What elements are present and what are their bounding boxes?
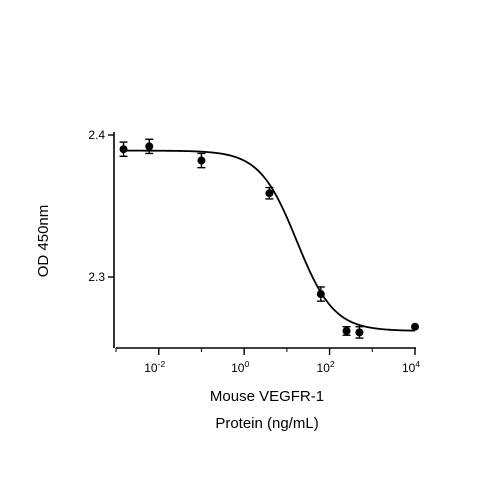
data-point-group [342, 326, 351, 336]
x-tick-label: 102 [317, 359, 335, 375]
data-point [411, 322, 419, 331]
data-point-group [316, 286, 325, 302]
data-point-group [355, 326, 364, 339]
x-tick-label: 10-2 [144, 359, 165, 375]
data-point [316, 290, 325, 299]
data-point [265, 189, 274, 198]
data-point-group [197, 152, 206, 169]
x-tick-label: 104 [402, 359, 420, 375]
y-axis-title: OD 450nm [35, 205, 52, 278]
data-point [342, 326, 351, 335]
x-axis-title-line2: Protein (ng/mL) [215, 415, 318, 432]
data-point-group [265, 186, 274, 200]
axes [113, 132, 416, 349]
y-tick-label: 2.4 [88, 128, 105, 142]
data-point-group [119, 141, 128, 158]
tick-layer: 2.3 2.4 10-2 100 102 104 [88, 128, 420, 375]
data-points-layer [119, 138, 419, 339]
y-tick-label: 2.3 [88, 270, 105, 284]
data-point-group [145, 138, 154, 155]
data-point [145, 142, 154, 151]
fit-curve [123, 149, 416, 332]
data-point [355, 328, 364, 337]
data-point [119, 145, 128, 154]
x-axis-title-line1: Mouse VEGFR-1 [210, 388, 324, 405]
data-point-group [411, 322, 419, 331]
fit-curve-layer [123, 149, 416, 332]
data-point [197, 156, 206, 165]
x-tick-label: 100 [231, 359, 249, 375]
